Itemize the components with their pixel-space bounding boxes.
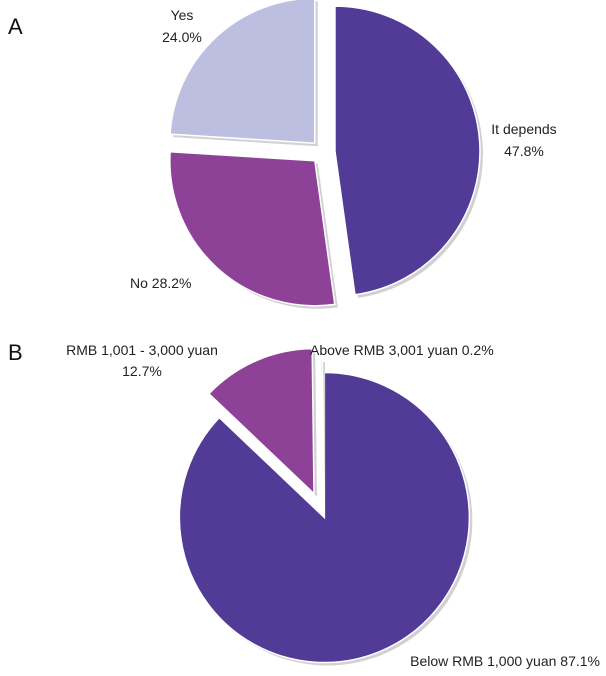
pie-a-slice-yes	[169, 0, 316, 145]
label-it-depends: It depends	[491, 121, 556, 137]
pie-b-shadow-above-rmb-3-001-yuan-0-2	[323, 362, 325, 508]
pie-a-slice-no-28-2	[169, 150, 336, 307]
panel-letter-b: B	[8, 340, 23, 365]
pie-b-slice-rmb-1-001-3-000-yuan	[207, 347, 315, 496]
panel-letter-a: A	[8, 14, 23, 39]
label-rmb-1001-3000: RMB 1,001 - 3,000 yuan	[66, 342, 218, 358]
pie-a-slice-it-depends	[334, 5, 481, 296]
value-label-it-depends: 47.8%	[504, 143, 544, 159]
label-yes: Yes	[171, 7, 194, 23]
pie-chart-a	[169, 0, 483, 309]
pie-chart-b	[178, 347, 473, 666]
value-label-rmb-1001-3000: 12.7%	[122, 363, 162, 379]
pie-b-slice-below-rmb-1-000-yuan-87-1	[178, 371, 471, 664]
label-above-rmb-3001: Above RMB 3,001 yuan 0.2%	[310, 342, 494, 358]
value-label-yes: 24.0%	[162, 29, 202, 45]
label-below-rmb-1000: Below RMB 1,000 yuan 87.1%	[410, 653, 600, 669]
pie-b-slice-above-rmb-3-001-yuan-0-2	[319, 358, 323, 505]
label-no: No 28.2%	[130, 275, 191, 291]
